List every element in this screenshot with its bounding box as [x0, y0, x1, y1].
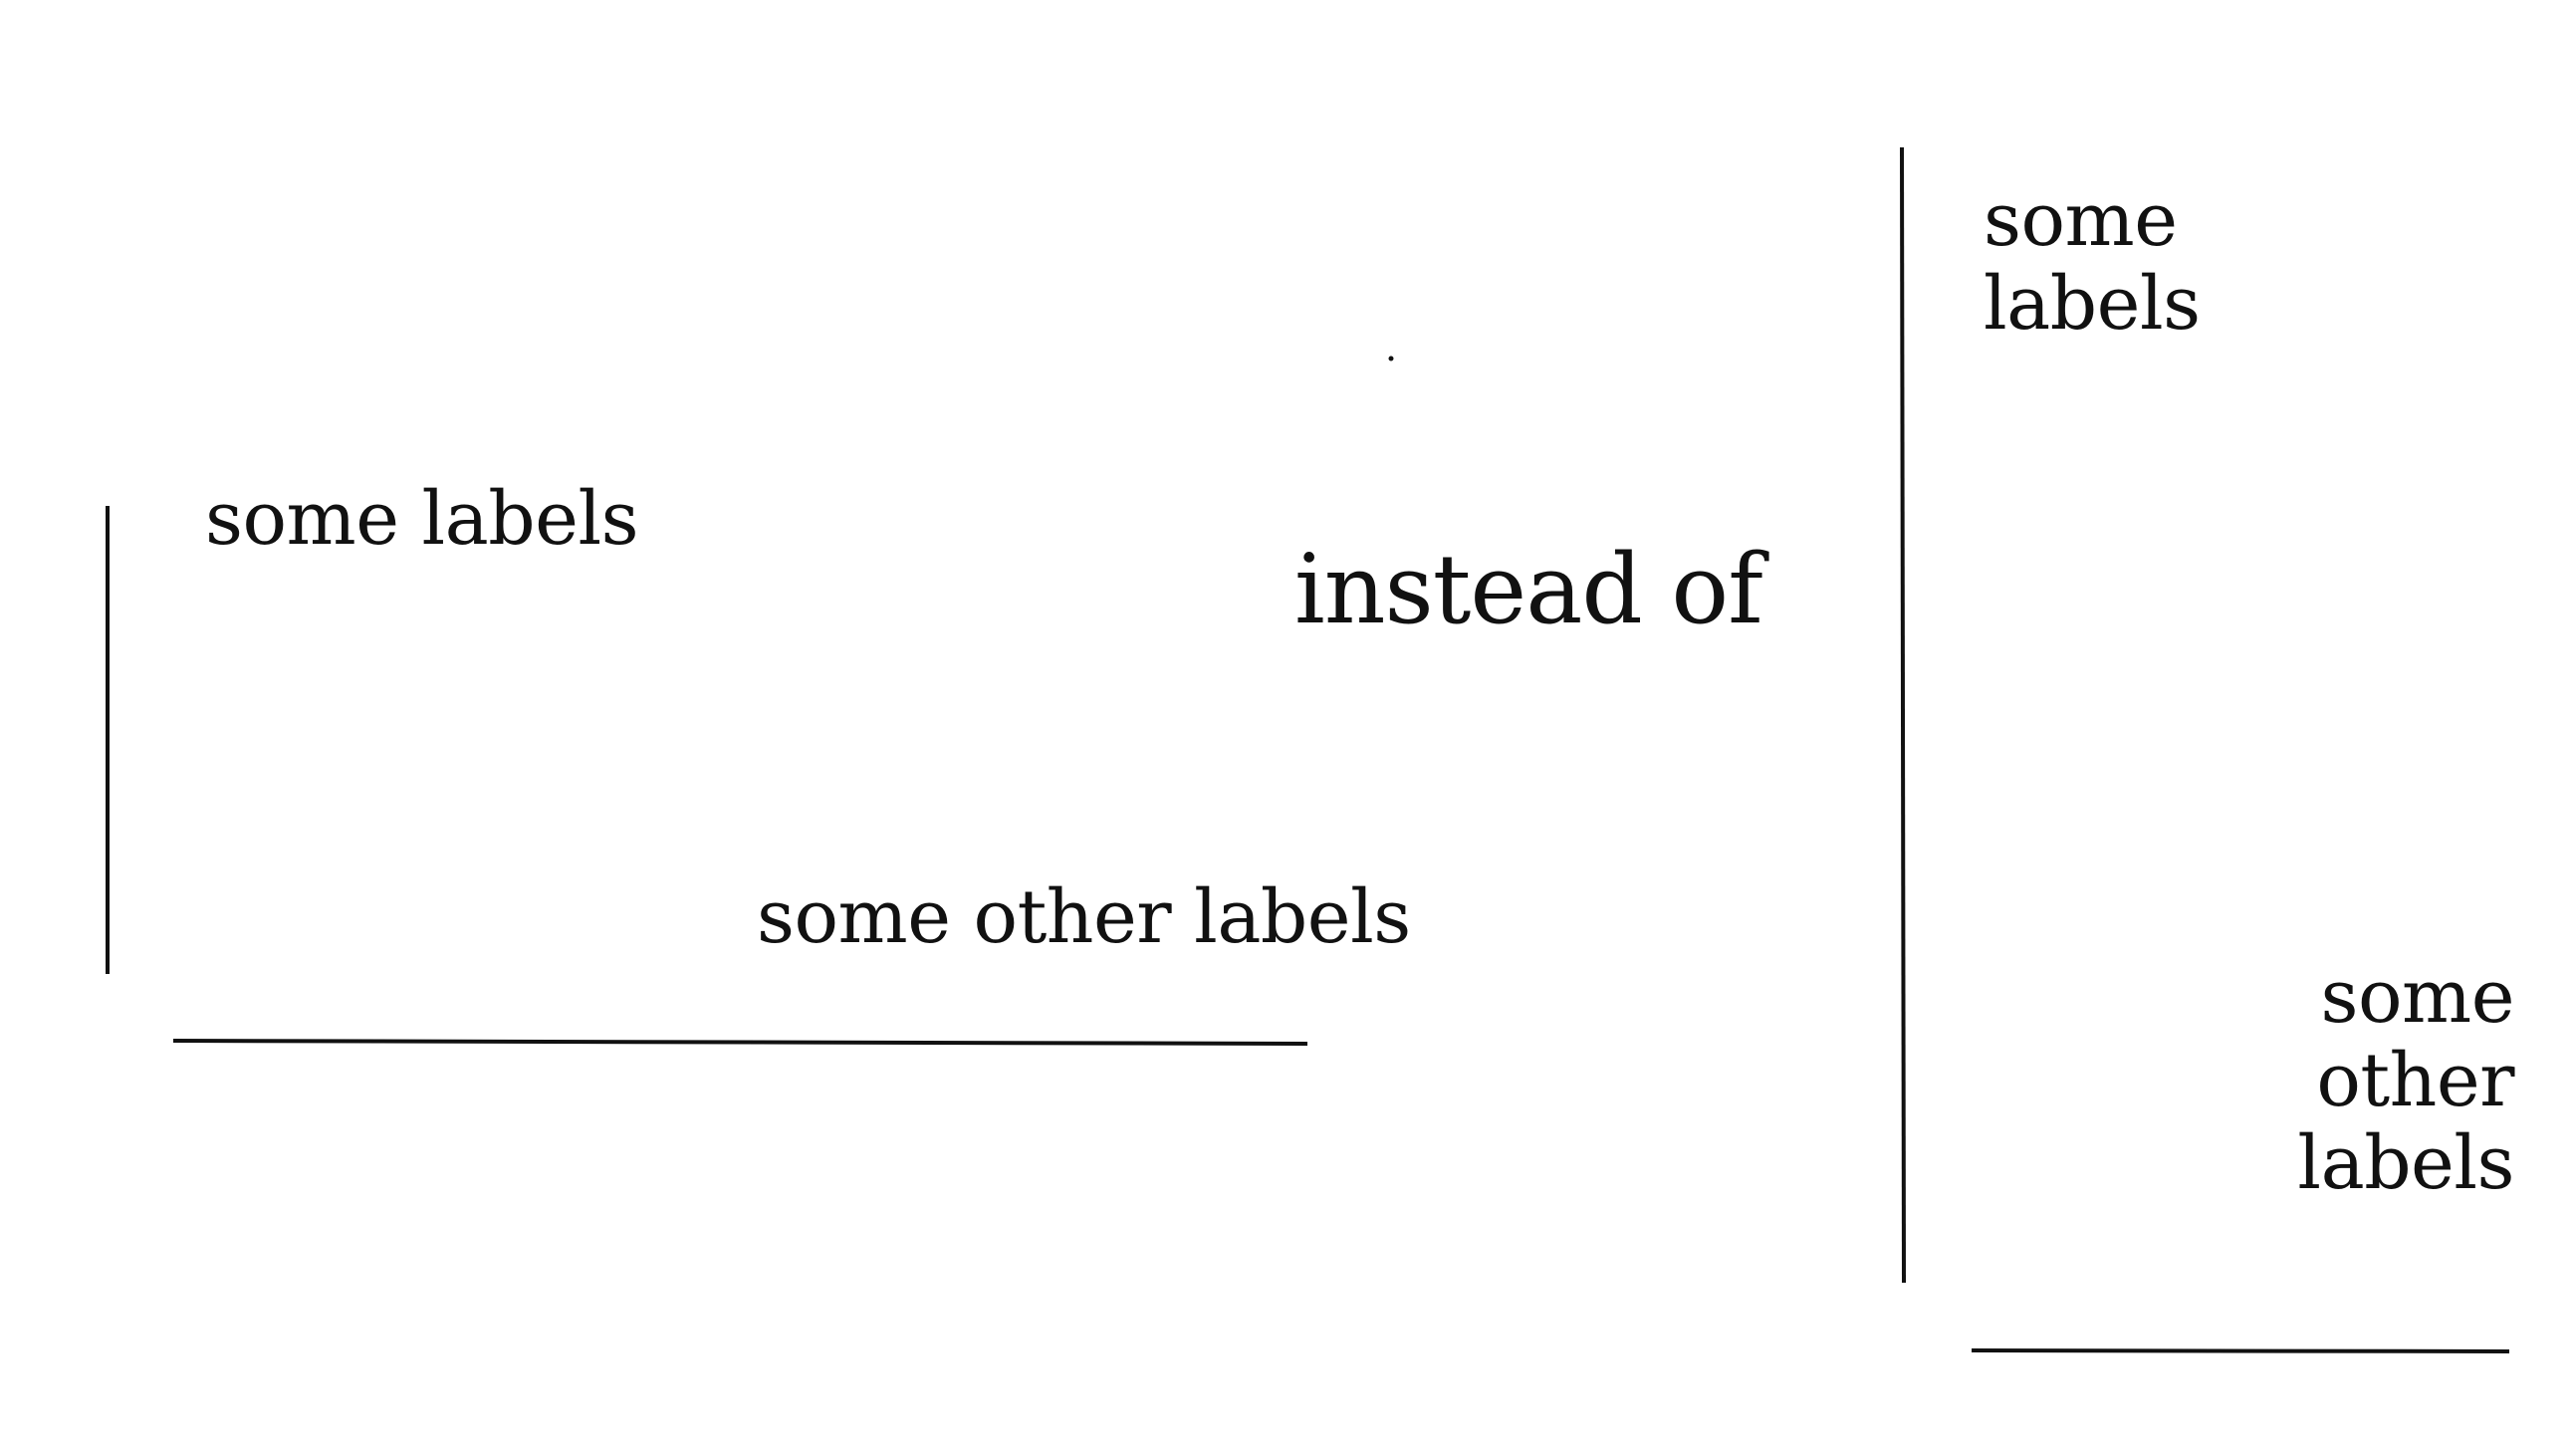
speck-dot — [1388, 356, 1394, 362]
instead-of-text: instead of — [1294, 534, 1763, 645]
right-top-label: some labels — [1984, 177, 2201, 347]
left-horizontal-axis — [172, 1039, 1308, 1046]
right-horizontal-axis — [1971, 1348, 2510, 1353]
left-bottom-label: some other labels — [757, 874, 1411, 960]
right-bottom-label: some other labels — [2297, 954, 2514, 1207]
right-vertical-axis — [1900, 146, 1906, 1284]
left-top-label: some labels — [205, 476, 639, 562]
